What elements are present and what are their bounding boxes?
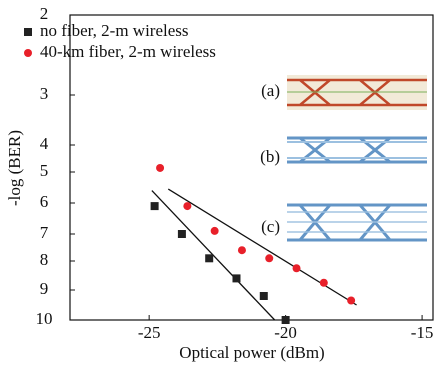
y-axis-label: -log (BER) — [5, 130, 24, 206]
y-tick-label: 3 — [40, 84, 49, 103]
x-tick-label: -25 — [138, 323, 161, 342]
point — [183, 202, 191, 210]
legend-marker — [24, 49, 32, 57]
point — [156, 164, 164, 172]
y-tick-label: 4 — [40, 134, 49, 153]
eye-diagram-a — [287, 75, 427, 110]
y-tick-label: 9 — [40, 279, 49, 298]
point — [238, 246, 246, 254]
point — [320, 279, 328, 287]
x-tick-label: -15 — [411, 323, 434, 342]
annotation: (a) — [261, 81, 280, 100]
y-tick-label: 6 — [40, 192, 49, 211]
annotation: (c) — [261, 217, 280, 236]
legend-label: 40-km fiber, 2-m wireless — [40, 42, 216, 61]
point — [260, 292, 268, 300]
point — [178, 230, 186, 238]
legend-label: no fiber, 2-m wireless — [40, 21, 189, 40]
point — [293, 264, 301, 272]
point — [232, 274, 240, 282]
annotation: (b) — [260, 147, 280, 166]
chart: Optical power (dBm) -log (BER) (a) (b) (… — [0, 0, 435, 369]
y-tick-label: 10 — [36, 309, 53, 328]
y-tick-label: 8 — [40, 250, 49, 269]
point — [265, 254, 273, 262]
y-tick-label: 7 — [40, 223, 49, 242]
eye-diagram-c — [287, 205, 427, 240]
point — [151, 202, 159, 210]
point — [282, 316, 290, 324]
x-tick-label: -20 — [274, 323, 297, 342]
legend-marker — [24, 28, 32, 36]
point — [205, 254, 213, 262]
y-tick-label: 5 — [40, 161, 49, 180]
eye-diagram-b — [287, 138, 427, 162]
point — [347, 297, 355, 305]
point — [211, 227, 219, 235]
x-axis-label: Optical power (dBm) — [179, 343, 324, 362]
fit-line — [152, 191, 275, 320]
